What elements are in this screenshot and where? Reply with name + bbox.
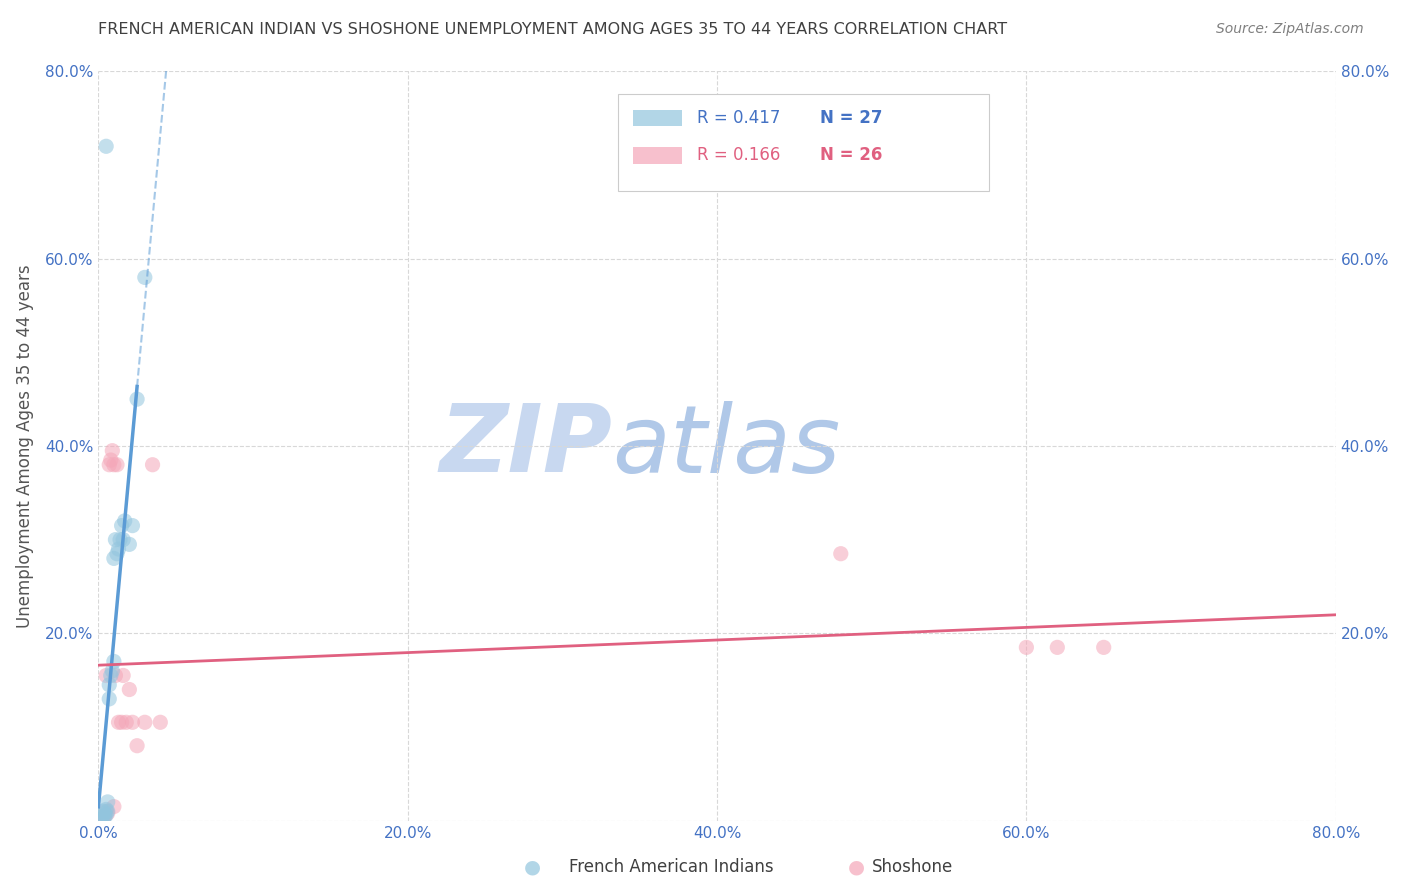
Point [830,547,852,561]
Point [1015,640,1038,655]
FancyBboxPatch shape [633,147,682,163]
Point [127,739,149,753]
Point [100,668,122,682]
Text: R = 0.166: R = 0.166 [697,146,780,164]
FancyBboxPatch shape [633,110,682,126]
Text: Shoshone: Shoshone [872,858,953,876]
Point [98,458,121,472]
Text: R = 0.417: R = 0.417 [697,109,780,127]
Point [104,533,127,547]
Point [108,533,131,547]
Point [96,805,118,819]
Text: atlas: atlas [612,401,841,491]
Point [103,799,125,814]
Point [98,678,121,692]
Point [103,655,125,669]
Point [93,810,115,824]
Point [91,812,114,826]
Point [1092,640,1115,655]
Point [93,809,115,823]
Text: ZIP: ZIP [439,400,612,492]
Point [115,715,138,730]
Point [107,715,129,730]
Point [104,668,127,682]
Point [118,537,141,551]
Point [134,715,156,730]
Point [98,692,121,706]
Text: FRENCH AMERICAN INDIAN VS SHOSHONE UNEMPLOYMENT AMONG AGES 35 TO 44 YEARS CORREL: FRENCH AMERICAN INDIAN VS SHOSHONE UNEMP… [98,22,1008,37]
Text: French American Indians: French American Indians [569,858,775,876]
Text: ●: ● [524,857,541,877]
Point [96,139,118,153]
Text: Source: ZipAtlas.com: Source: ZipAtlas.com [1216,22,1364,37]
Point [96,668,118,682]
Point [97,806,120,821]
Point [97,795,120,809]
Point [112,668,135,682]
Point [111,518,134,533]
Point [105,458,128,472]
Point [101,664,124,678]
Point [101,443,124,458]
FancyBboxPatch shape [619,94,990,191]
Point [105,547,128,561]
Point [121,518,143,533]
Point [103,458,125,472]
Point [149,715,172,730]
Point [121,715,143,730]
Point [96,808,118,822]
Point [112,533,135,547]
Point [103,551,125,566]
Text: N = 26: N = 26 [821,146,883,164]
Point [114,514,136,528]
Point [127,392,149,407]
Point [100,453,122,467]
Point [118,682,141,697]
Y-axis label: Unemployment Among Ages 35 to 44 years: Unemployment Among Ages 35 to 44 years [15,264,34,628]
Point [96,802,118,816]
Point [91,809,114,823]
Point [93,806,115,821]
Point [1046,640,1069,655]
Point [97,805,120,819]
Point [91,805,114,819]
Text: N = 27: N = 27 [821,109,883,127]
Point [107,541,129,557]
Text: ●: ● [848,857,865,877]
Point [111,715,134,730]
Point [134,270,156,285]
Point [90,812,112,826]
Point [142,458,165,472]
